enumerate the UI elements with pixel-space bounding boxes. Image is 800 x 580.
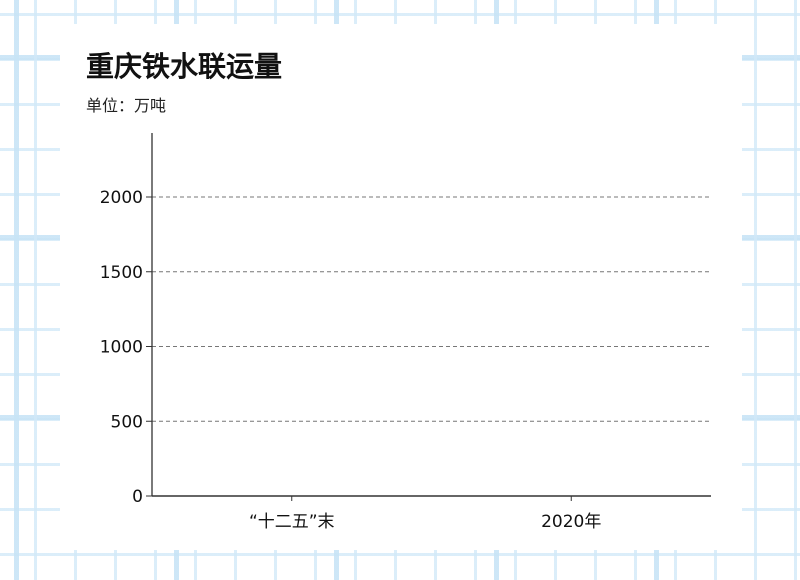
x-tick-label: 2020年 — [541, 512, 601, 532]
y-tick-label: 1000 — [100, 338, 143, 358]
chart-title: 重庆铁水联运量 — [86, 50, 283, 83]
x-tick-label: “十二五”末 — [249, 512, 335, 532]
y-tick-label: 1500 — [100, 263, 143, 283]
y-tick-label: 0 — [132, 487, 143, 507]
chart-card — [60, 24, 742, 550]
y-tick-label: 2000 — [100, 188, 143, 208]
chart-subtitle: 单位：万吨 — [86, 96, 167, 115]
y-tick-label: 500 — [111, 412, 143, 432]
